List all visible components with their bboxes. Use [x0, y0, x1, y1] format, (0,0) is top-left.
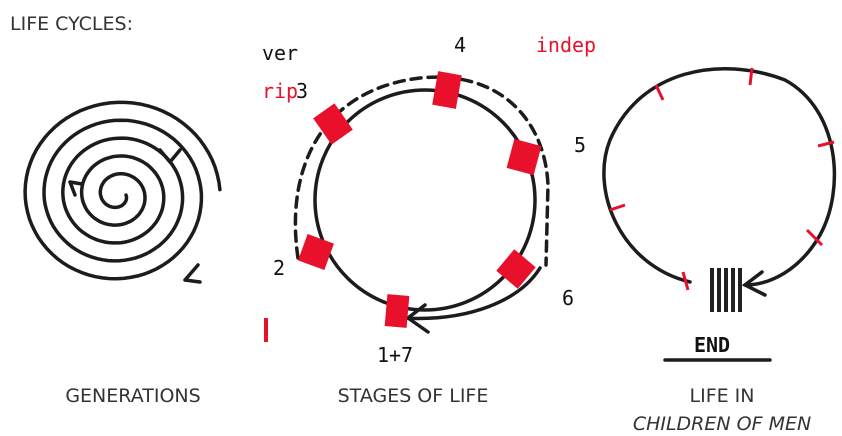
arrow-head — [405, 303, 430, 334]
caption: LIFE IN — [690, 385, 755, 407]
note: ver — [262, 41, 298, 65]
caption: CHILDREN OF MEN — [633, 413, 811, 435]
stage-label: 2 — [273, 256, 285, 280]
arrow-head — [68, 180, 84, 197]
stage-label: 5 — [574, 133, 586, 157]
end-block — [710, 268, 742, 312]
stages-circle — [264, 71, 550, 342]
arrow-head — [158, 148, 182, 164]
circle — [602, 66, 837, 287]
spiral — [23, 100, 222, 284]
stage-label: 3 — [296, 79, 308, 103]
tick-marks — [609, 67, 835, 291]
arrow-head — [183, 263, 202, 284]
note: rip — [262, 79, 298, 103]
title: LIFE CYCLES: — [10, 13, 133, 35]
cut-circle — [602, 66, 837, 362]
caption: STAGES OF LIFE — [338, 385, 489, 407]
circle — [313, 88, 537, 312]
stage-label: 4 — [454, 33, 466, 57]
note: indep — [536, 33, 596, 57]
end-label: END — [694, 333, 730, 357]
stage-marks — [264, 71, 542, 342]
caption: GENERATIONS — [65, 385, 200, 407]
stage-label: 6 — [562, 286, 574, 310]
arrow-head — [741, 270, 767, 297]
return-arc — [400, 266, 542, 321]
spiral-line — [23, 100, 222, 281]
dashed-arc — [293, 75, 550, 267]
stage-label: 1+7 — [377, 343, 413, 367]
